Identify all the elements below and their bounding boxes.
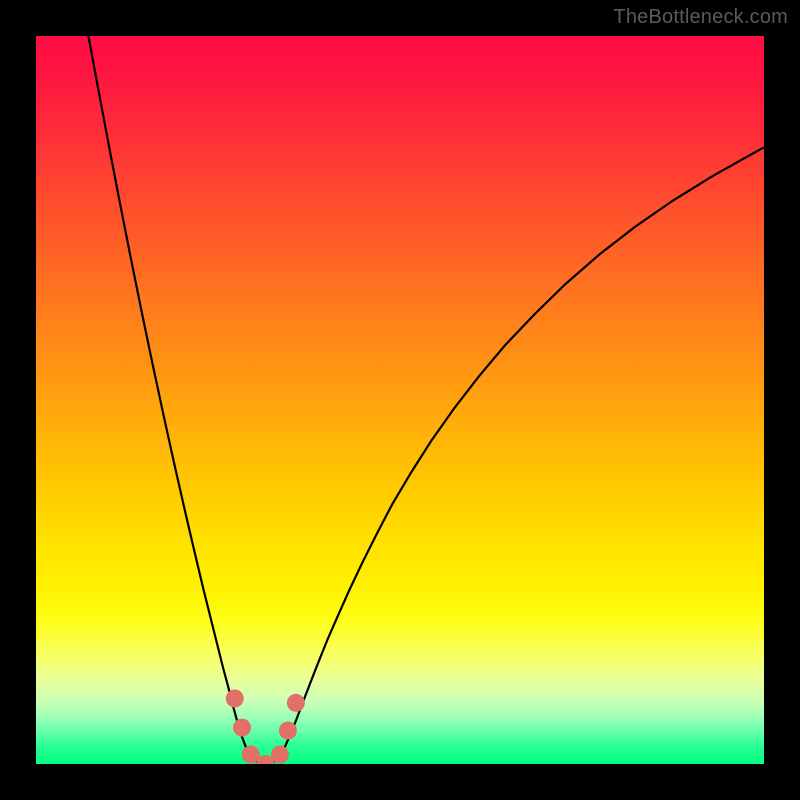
chart-container: TheBottleneck.com xyxy=(0,0,800,800)
marker-point xyxy=(233,719,251,737)
watermark-text: TheBottleneck.com xyxy=(613,6,788,29)
marker-point xyxy=(271,746,289,764)
plot-background-gradient xyxy=(36,36,764,764)
marker-point xyxy=(279,722,297,740)
marker-point xyxy=(226,689,244,707)
marker-point xyxy=(287,694,305,712)
bottleneck-chart xyxy=(0,0,800,800)
